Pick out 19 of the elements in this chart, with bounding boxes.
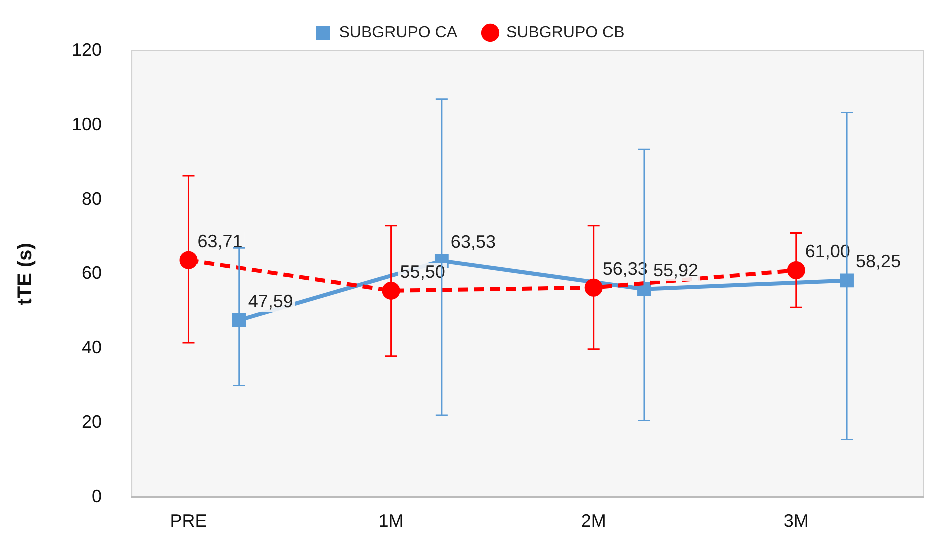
- data-label: 63,53: [450, 232, 496, 252]
- y-tick-label: 0: [92, 486, 102, 506]
- y-axis-title: tTE (s): [14, 243, 37, 306]
- legend-label: SUBGRUPO CB: [506, 24, 625, 42]
- data-label: 58,25: [856, 252, 902, 272]
- y-tick-label: 120: [72, 40, 102, 60]
- y-tick-label: 80: [82, 188, 102, 209]
- y-tick-label: 100: [72, 114, 102, 134]
- y-tick-label: 40: [82, 338, 102, 358]
- data-label: 47,59: [248, 291, 294, 312]
- x-tick-label: 2M: [581, 511, 606, 532]
- legend-label: SUBGRUPO CA: [339, 24, 458, 42]
- data-label: 55,92: [653, 260, 699, 280]
- x-tick-label: 3M: [784, 511, 809, 532]
- x-tick-label: PRE: [170, 511, 208, 532]
- x-tick-label: 1M: [378, 511, 404, 532]
- data-label: 63,71: [198, 231, 243, 252]
- y-tick-label: 60: [82, 263, 102, 284]
- y-tick-label: 20: [82, 412, 102, 432]
